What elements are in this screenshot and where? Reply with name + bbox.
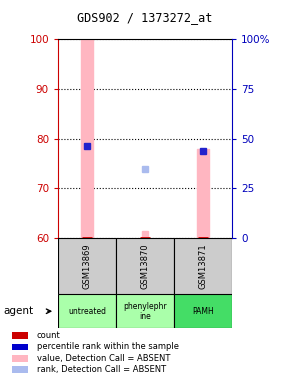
Bar (12, 344, 28, 351)
Bar (116, 238, 174, 294)
Text: GSM13869: GSM13869 (82, 243, 92, 289)
Text: GSM13870: GSM13870 (140, 243, 150, 289)
Text: rank, Detection Call = ABSENT: rank, Detection Call = ABSENT (37, 365, 166, 374)
Bar (12, 355, 28, 362)
Bar (174, 238, 232, 294)
Bar (12, 333, 28, 339)
Text: percentile rank within the sample: percentile rank within the sample (37, 342, 179, 351)
Text: agent: agent (3, 306, 33, 316)
Bar (174, 294, 232, 328)
Bar (58, 238, 116, 294)
Text: phenylephr
ine: phenylephr ine (123, 302, 167, 321)
Text: GDS902 / 1373272_at: GDS902 / 1373272_at (77, 11, 213, 24)
Text: value, Detection Call = ABSENT: value, Detection Call = ABSENT (37, 354, 170, 363)
Bar (116, 294, 174, 328)
Text: untreated: untreated (68, 307, 106, 316)
Text: PAMH: PAMH (192, 307, 214, 316)
Bar (12, 366, 28, 373)
Text: count: count (37, 331, 61, 340)
Bar (58, 294, 116, 328)
Text: GSM13871: GSM13871 (198, 243, 208, 289)
